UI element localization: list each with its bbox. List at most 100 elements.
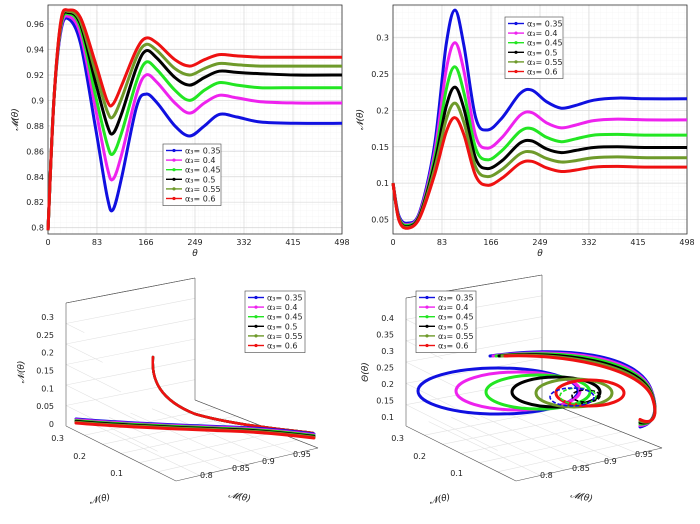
legend-label: α₃= 0.35 [267, 294, 303, 303]
grid-line-wall [65, 384, 140, 422]
legend-box [244, 290, 306, 353]
grid-line-floor [151, 408, 271, 460]
z-tick-label: 0.25 [376, 364, 394, 373]
y-tick-label: 0.1 [450, 469, 463, 478]
legend-marker [514, 60, 518, 64]
plot-frame [392, 4, 688, 235]
y-axis-label: 𝓝(θ) [429, 493, 452, 507]
legend-label: α₃= 0.6 [185, 195, 215, 204]
y-tick-label: 0.8 [31, 224, 44, 233]
x-tick-label: 83 [92, 238, 102, 247]
axis-box-edge [194, 399, 319, 449]
legend-label: α₃= 0.35 [185, 147, 221, 156]
legend-label: α₃= 0.4 [185, 156, 215, 165]
y-tick-label: 0.82 [26, 198, 44, 207]
legend-marker [172, 148, 176, 153]
grid-line-wall [65, 343, 103, 363]
grid-line-wall [65, 359, 196, 386]
trajectory-alpha-0.6 [151, 355, 315, 435]
grid-line-wall [65, 364, 122, 393]
y-tick-label: 0.96 [26, 20, 44, 29]
y-tick-label: 0.2 [413, 452, 426, 461]
y-tick-label: 0.15 [371, 143, 389, 152]
x-tick-label: 166 [138, 238, 153, 247]
series-line-alpha-0.35 [46, 16, 343, 231]
x-tick-label: 0.95 [293, 450, 311, 459]
z-tick-label: 0.25 [36, 331, 54, 340]
z-tick-label: 0 [49, 420, 54, 429]
legend-label: α₃= 0.5 [185, 175, 215, 184]
y-tick-label: 0.3 [391, 434, 404, 443]
legend-label: α₃= 0.45 [527, 39, 563, 48]
x-tick-label: 0 [45, 238, 50, 247]
legend-marker [254, 334, 258, 338]
y-axis-label: 𝓜(θ) [11, 108, 21, 131]
legend-label: α₃= 0.55 [267, 332, 303, 341]
plot-frame [47, 4, 343, 235]
series-line-alpha-0.6 [391, 116, 688, 230]
trajectory-floor-alpha-0.6 [74, 421, 316, 440]
z-tick-label: 0.1 [381, 413, 394, 422]
grid-line-floor [496, 408, 614, 460]
x-tick-label: 415 [630, 238, 645, 247]
series-line-alpha-0.6 [46, 8, 342, 231]
z-tick-label: 0.15 [376, 397, 394, 406]
legend-marker [425, 343, 429, 348]
y-tick-label: 0.2 [73, 452, 86, 461]
x-tick-label: 332 [236, 238, 251, 247]
legend-marker [254, 295, 258, 300]
grid-line-wall [65, 405, 158, 452]
grid-line-wall [405, 404, 498, 451]
trajectory-arc-alpha-0.6 [503, 354, 657, 424]
legend-marker [172, 158, 176, 162]
z-tick-label: 0.2 [381, 380, 394, 389]
legend-label: α₃= 0.45 [267, 313, 303, 322]
axis-box-edge [405, 425, 517, 482]
trajectory-spiral-alpha-0.35 [549, 387, 595, 407]
x-tick-label: 0.9 [262, 457, 275, 466]
axis-box-edge [65, 277, 196, 304]
y-tick-label: 0.94 [26, 46, 44, 55]
y-tick-label: 0.1 [376, 179, 389, 188]
x-axis-label: θ [192, 249, 198, 259]
grid-line-wall [65, 298, 196, 324]
x-tick-label: 0.9 [604, 457, 617, 466]
z-tick-label: 0.3 [381, 347, 394, 356]
legend-marker [254, 305, 258, 309]
legend-label: α₃= 0.6 [438, 342, 468, 351]
y-tick-label: 0.9 [31, 96, 44, 105]
legend-label: α₃= 0.35 [438, 294, 474, 303]
legend-label: α₃= 0.45 [185, 166, 221, 175]
legend-label: α₃= 0.5 [438, 322, 468, 331]
x-tick-label: 0.95 [635, 450, 653, 459]
x-tick-label: 498 [334, 238, 349, 247]
y-tick-label: 0.92 [26, 71, 44, 80]
chart-bottom-left-3d: 0 0.05 0.1 0.15 0.2 0.25 0.3 0.1 0.2 0.3 0.8 0.85 0.… [17, 277, 319, 507]
legend-label: α₃= 0.4 [527, 29, 557, 38]
grid-line-wall [65, 338, 196, 365]
trajectory-loop-alpha-0.6 [554, 378, 626, 408]
legend-marker [172, 177, 176, 181]
trajectory-spiral-alpha-0.5 [571, 389, 601, 403]
grid-line-wall [65, 323, 85, 333]
grid-line-floor [519, 404, 638, 454]
legend-label: α₃= 0.6 [527, 68, 557, 77]
x-tick-label: 249 [532, 238, 547, 247]
chart-top-right: 0 83 166 249 332 415 498 0.05 0.1 0.15 0.2 0.25 0.3 θ… [356, 4, 695, 259]
legend-label: α₃= 0.55 [185, 185, 221, 194]
z-tick-label: 0.05 [36, 402, 54, 411]
z-tick-label: 0.35 [376, 331, 394, 340]
grid-line-floor [497, 439, 643, 473]
grid-line-floor [479, 431, 623, 463]
x-axis-label: θ [537, 249, 543, 259]
grid-line-floor [473, 412, 590, 465]
legend-label: α₃= 0.4 [267, 303, 297, 312]
z-tick-label: 0.4 [381, 314, 394, 323]
x-tick-label: 415 [285, 238, 300, 247]
legend-box [504, 16, 564, 79]
legend-marker [425, 315, 429, 319]
